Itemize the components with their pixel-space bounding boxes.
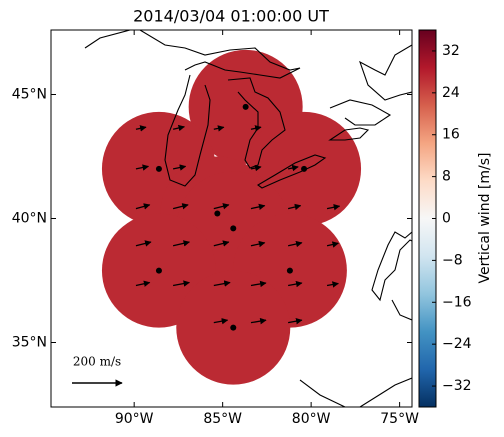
coastline bbox=[227, 77, 286, 169]
wind-vector bbox=[326, 241, 339, 248]
y-tick-label: 35°N bbox=[12, 335, 47, 351]
coastline bbox=[84, 30, 301, 79]
wind-vector bbox=[250, 317, 267, 325]
x-tick-label: 90°W bbox=[115, 411, 154, 427]
coastline bbox=[299, 377, 412, 407]
coastline bbox=[257, 154, 327, 189]
radar-site bbox=[286, 267, 293, 274]
wind-vector bbox=[213, 318, 229, 325]
x-tick-label: 75°W bbox=[380, 411, 419, 427]
radar-site bbox=[214, 210, 221, 217]
colorbar-tick-label: 16 bbox=[442, 127, 460, 143]
x-tick-label: 85°W bbox=[203, 411, 242, 427]
wind-vector bbox=[288, 318, 303, 325]
radar-site bbox=[230, 324, 237, 331]
radar-site bbox=[155, 267, 162, 274]
wind-vector bbox=[213, 280, 231, 287]
wind-vector bbox=[250, 240, 266, 248]
wind-vector bbox=[250, 125, 262, 132]
radar-site bbox=[155, 165, 162, 172]
wind-vector bbox=[250, 280, 267, 288]
wind-vector bbox=[326, 204, 341, 211]
coastline bbox=[371, 231, 412, 321]
colorbar-tick-label: −8 bbox=[442, 252, 463, 268]
radar-site bbox=[242, 103, 249, 110]
colorbar-label: Vertical wind [m/s] bbox=[477, 153, 493, 284]
colorbar-tick-label: 24 bbox=[442, 85, 460, 101]
y-tick-label: 40°N bbox=[12, 211, 47, 227]
wind-vector bbox=[172, 164, 187, 171]
wind-vector bbox=[172, 203, 189, 210]
colorbar-tick-label: 8 bbox=[442, 169, 451, 185]
wind-vector bbox=[135, 164, 150, 171]
reference-label: 200 m/s bbox=[73, 355, 121, 369]
coastline bbox=[329, 44, 412, 126]
wind-vector bbox=[287, 164, 299, 172]
wind-vector bbox=[213, 240, 230, 247]
wind-vector bbox=[172, 124, 185, 132]
wind-vector bbox=[213, 203, 230, 210]
colorbar-tick-label: 32 bbox=[442, 43, 460, 59]
title: 2014/03/04 01:00:00 UT bbox=[133, 7, 329, 26]
wind-vector bbox=[287, 240, 303, 248]
colorbar-tick-label: −16 bbox=[442, 294, 472, 310]
wind-vector bbox=[135, 240, 152, 247]
coastlines bbox=[84, 30, 412, 407]
colorbar-tick-label: −32 bbox=[442, 378, 472, 394]
radar-site bbox=[230, 225, 237, 232]
wind-vector bbox=[172, 280, 190, 287]
field-layer bbox=[101, 49, 362, 385]
wind-vector bbox=[288, 280, 303, 288]
coastline bbox=[164, 74, 211, 187]
wind-vector bbox=[213, 125, 225, 132]
wind-vector bbox=[287, 203, 302, 211]
colorbar-tick-label: 0 bbox=[442, 211, 451, 227]
wind-vector bbox=[250, 164, 262, 172]
wind-vector bbox=[135, 280, 151, 287]
x-tick-label: 80°W bbox=[292, 411, 331, 427]
colorbar-tick-label: −24 bbox=[442, 336, 472, 352]
wind-vector bbox=[326, 281, 339, 288]
wind-vector bbox=[135, 125, 147, 132]
wind-vector bbox=[135, 203, 151, 210]
coastline bbox=[328, 127, 370, 141]
y-tick-label: 45°N bbox=[12, 86, 47, 102]
wind-vector bbox=[172, 240, 190, 247]
wind-vector bbox=[250, 203, 266, 211]
radar-site bbox=[301, 165, 308, 172]
